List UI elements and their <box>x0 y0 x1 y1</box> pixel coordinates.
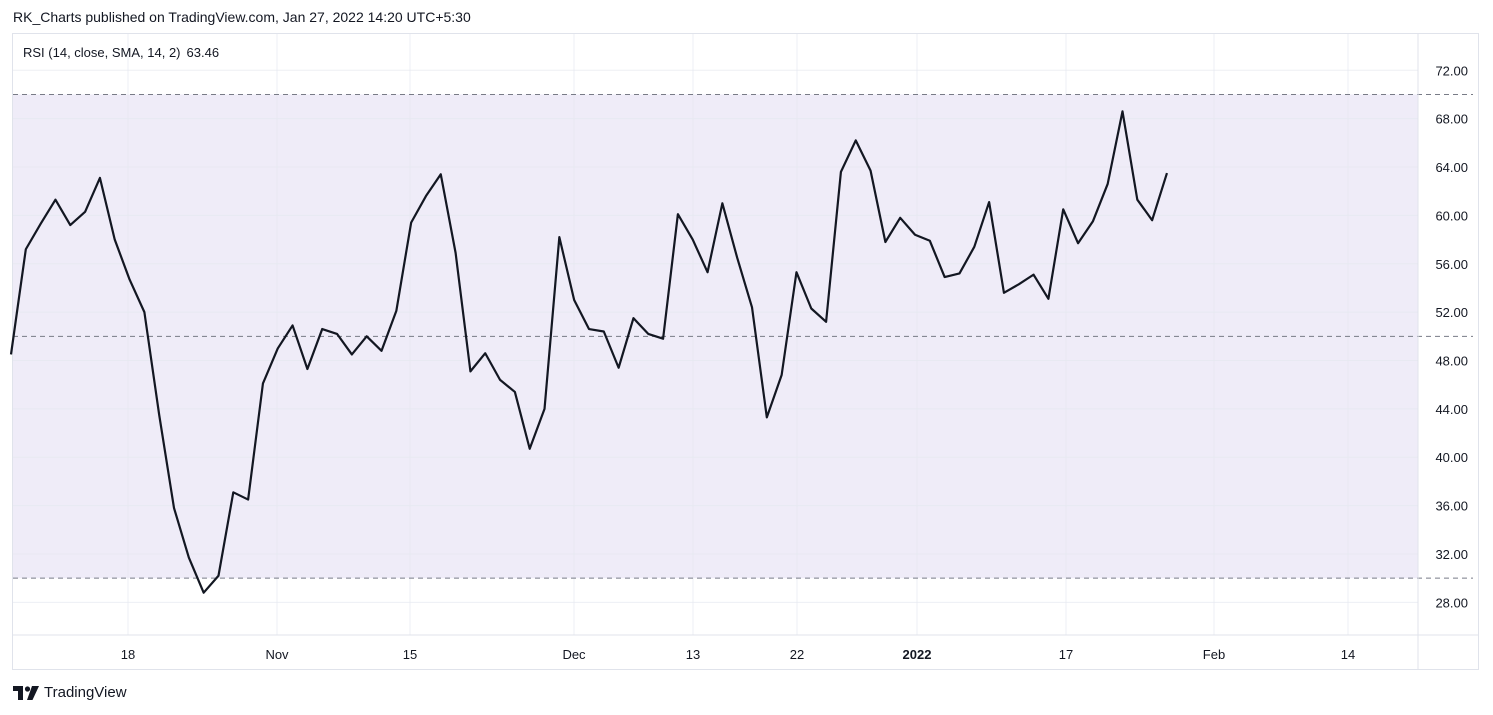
y-tick-label: 36.00 <box>1435 499 1468 514</box>
publish-header: RK_Charts published on TradingView.com, … <box>13 9 471 25</box>
x-tick-label: 15 <box>403 647 417 662</box>
tradingview-footer[interactable]: TradingView <box>13 684 127 701</box>
indicator-name: RSI (14, close, SMA, 14, 2) <box>23 45 181 60</box>
indicator-value: 63.46 <box>186 45 220 60</box>
y-tick-label: 28.00 <box>1435 595 1468 610</box>
series-layer <box>9 110 1169 594</box>
level-lines <box>13 93 1473 579</box>
rsi-series-line <box>9 110 1169 594</box>
y-tick-label: 44.00 <box>1435 402 1468 417</box>
x-tick-label: 2022 <box>903 647 932 662</box>
y-tick-label: 72.00 <box>1435 63 1468 78</box>
y-tick-label: 32.00 <box>1435 547 1468 562</box>
grid-layer <box>13 34 1418 635</box>
tradingview-brand: TradingView <box>44 684 127 701</box>
x-tick-label: 14 <box>1341 647 1355 662</box>
y-tick-label: 56.00 <box>1435 257 1468 272</box>
x-tick-label: Dec <box>562 647 586 662</box>
time-axis[interactable]: 18 Nov 15 Dec 13 22 2022 17 Feb 14 <box>121 647 1355 662</box>
y-tick-label: 64.00 <box>1435 160 1468 175</box>
y-tick-label: 68.00 <box>1435 112 1468 127</box>
x-tick-label: 17 <box>1059 647 1073 662</box>
price-axis[interactable]: 28.00 32.00 36.00 40.00 44.00 48.00 52.00 56.00… <box>1435 63 1468 610</box>
y-tick-label: 52.00 <box>1435 305 1468 320</box>
indicator-legend[interactable]: RSI (14, close, SMA, 14, 2) 63.46 <box>23 45 219 60</box>
x-tick-label: 22 <box>790 647 804 662</box>
x-tick-label: Nov <box>265 647 289 662</box>
x-tick-label: Feb <box>1203 647 1225 662</box>
y-tick-label: 48.00 <box>1435 353 1468 368</box>
y-tick-label: 40.00 <box>1435 450 1468 465</box>
tradingview-logo-icon <box>13 685 39 700</box>
x-tick-label: 13 <box>686 647 700 662</box>
x-tick-label: 18 <box>121 647 135 662</box>
y-tick-label: 60.00 <box>1435 208 1468 223</box>
